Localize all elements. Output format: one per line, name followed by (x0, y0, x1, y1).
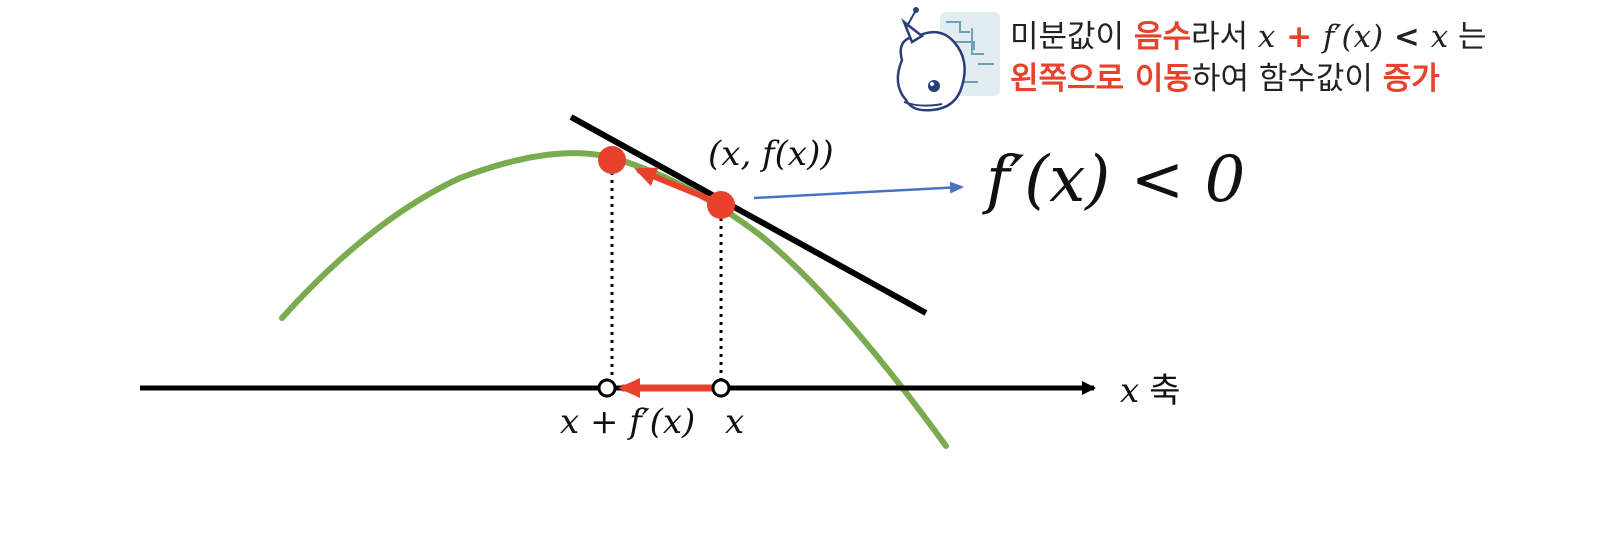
robot-mascot-icon (896, 7, 1000, 112)
point-label: (x, f(x)) (708, 134, 834, 174)
derivative-condition: f′(x) < 0 (982, 143, 1245, 217)
axis-point-new (597, 378, 617, 398)
callout-line-1-segment: + (1275, 19, 1323, 55)
callout-line-1-segment: x (1431, 19, 1449, 55)
axis-point-x (711, 378, 731, 398)
callout-line-1-segment: < (1383, 19, 1431, 55)
new-point (598, 146, 626, 174)
callout-line-2: 왼쪽으로 이동하여 함수값이 증가 (1010, 61, 1440, 97)
move-arrow-curve (634, 167, 716, 204)
callout-line-1-segment: 라서 (1191, 19, 1258, 55)
callout-line-1-segment: f′(x) (1321, 19, 1383, 55)
tick-label-x: x (725, 402, 744, 442)
callout-line-2-segment: 왼쪽으로 이동 (1010, 61, 1192, 97)
pointer-arrow (753, 181, 964, 200)
callout-line-2-segment: 증가 (1383, 61, 1441, 97)
callout-line-1-segment: 음수 (1134, 19, 1191, 55)
callout-line-2-segment: 하여 함수값이 (1192, 61, 1383, 97)
callout-line-1-segment: x (1258, 19, 1276, 55)
callout-line-1-segment: 는 (1448, 19, 1486, 55)
tangent-line (569, 114, 928, 316)
callout-line-1-segment: 미분값이 (1010, 19, 1134, 55)
callout-line-1: 미분값이 음수라서 x + f′(x) < x 는 (1010, 19, 1487, 55)
current-point (707, 191, 735, 219)
tick-label-new: x + f′(x) (560, 402, 695, 442)
